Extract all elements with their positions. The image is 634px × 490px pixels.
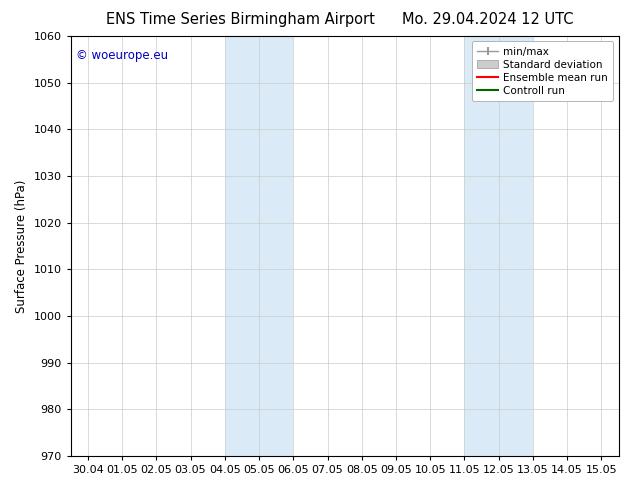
Legend: min/max, Standard deviation, Ensemble mean run, Controll run: min/max, Standard deviation, Ensemble me… — [472, 41, 613, 101]
Text: Mo. 29.04.2024 12 UTC: Mo. 29.04.2024 12 UTC — [403, 12, 574, 27]
Y-axis label: Surface Pressure (hPa): Surface Pressure (hPa) — [15, 179, 28, 313]
Text: ENS Time Series Birmingham Airport: ENS Time Series Birmingham Airport — [107, 12, 375, 27]
Bar — [225, 36, 294, 456]
Bar — [465, 36, 533, 456]
Text: © woeurope.eu: © woeurope.eu — [76, 49, 168, 62]
